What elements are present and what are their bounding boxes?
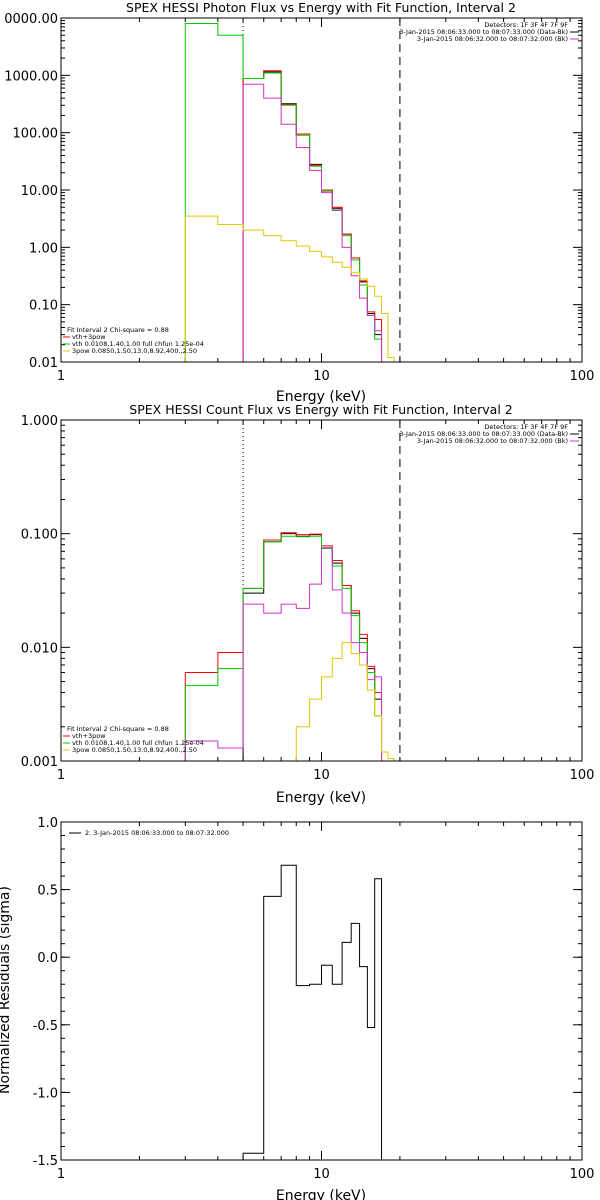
x-tick-label: 1 xyxy=(57,768,65,783)
y-tick-label: 1.0 xyxy=(37,816,58,831)
photon-chart-title: SPEX HESSI Photon Flux vs Energy with Fi… xyxy=(126,0,516,15)
x-tick-label: 100 xyxy=(570,369,595,384)
series-line xyxy=(242,864,383,1160)
y-tick-label: 1.00 xyxy=(29,241,58,256)
count-x-axis-label: Energy (keV) xyxy=(276,790,366,806)
count-flux-panel: SPEX HESSI Count Flux vs Energy with Fit… xyxy=(21,402,595,806)
series-line xyxy=(295,642,400,762)
x-tick-label: 10 xyxy=(313,1167,330,1182)
header-text-line: Detectors: 1F 3F 4F 7F 9F xyxy=(484,21,568,29)
residuals-legend-entry: 2. 3-Jan-2015 08:06:33.000 to 08:07:32.0… xyxy=(85,829,229,837)
x-tick-label: 100 xyxy=(570,768,595,783)
fit-legend-entry: 3pow 0.0850,1.50,13.0,8.92,400.,2.50 xyxy=(72,746,197,754)
series-line xyxy=(242,83,383,362)
y-tick-label: 10.00 xyxy=(21,184,58,199)
fit-legend-entry: Fit Interval 2 Chi-square = 0.88 xyxy=(67,725,169,733)
residuals-legend: 2. 3-Jan-2015 08:06:33.000 to 08:07:32.0… xyxy=(69,829,229,837)
fit-legend-entry: Fit Interval 2 Chi-square = 0.88 xyxy=(67,326,169,334)
header-text-line: 3-Jan-2015 08:06:32.000 to 08:07:32.000 … xyxy=(417,35,568,43)
y-tick-label: -1.0 xyxy=(33,1086,58,1101)
series-line xyxy=(242,71,383,362)
series-line xyxy=(184,547,383,761)
header-text-line: 3-Jan-2015 08:06:33.000 to 08:07:33.000 … xyxy=(399,430,568,438)
y-tick-label: 0.01 xyxy=(29,356,58,371)
x-tick-label: 10 xyxy=(313,369,330,384)
series-line xyxy=(184,535,383,761)
residuals-y-axis-label: Normalized Residuals (sigma) xyxy=(0,886,13,1094)
count-header-text: Detectors: 1F 3F 4F 7F 9F3-Jan-2015 08:0… xyxy=(399,423,579,445)
series-line xyxy=(184,532,383,761)
residuals-panel: Energy (keV) Normalized Residuals (sigma… xyxy=(0,816,594,1200)
y-tick-label: -0.5 xyxy=(33,1019,58,1034)
count-fit-legend: Fit Interval 2 Chi-square = 0.88vth+3pow… xyxy=(63,725,204,754)
y-tick-label: 0000.00 xyxy=(4,12,58,27)
y-tick-label: 1000.00 xyxy=(4,69,58,84)
count-plot-frame xyxy=(60,419,583,762)
residuals-plot-frame xyxy=(60,821,583,1161)
photon-plot-frame xyxy=(60,17,583,363)
y-tick-label: 1.000 xyxy=(21,414,58,429)
header-text-line: Detectors: 1F 3F 4F 7F 9F xyxy=(484,423,568,431)
x-tick-label: 1 xyxy=(57,369,65,384)
y-tick-label: 0.010 xyxy=(21,641,58,656)
count-chart-title: SPEX HESSI Count Flux vs Energy with Fit… xyxy=(129,402,512,417)
x-tick-label: 10 xyxy=(313,768,330,783)
fit-legend-entry: vth+3pow xyxy=(72,732,106,740)
x-tick-label: 1 xyxy=(57,1167,65,1182)
count-series xyxy=(184,420,401,762)
y-tick-label: 0.100 xyxy=(21,528,58,543)
count-axis-ticks: 1 10 100 0.001 0.010 0.100 1.000 xyxy=(21,414,595,783)
series-line xyxy=(184,215,395,362)
y-tick-label: 0.10 xyxy=(29,299,58,314)
residuals-series xyxy=(242,864,383,1160)
residuals-x-axis-label: Energy (keV) xyxy=(276,1188,366,1200)
fit-legend-entry: vth 0.0108,1.40,1.00 full chfun 1.25e-04 xyxy=(72,340,204,348)
header-text-line: 3-Jan-2015 08:06:32.000 to 08:07:32.000 … xyxy=(417,437,568,445)
y-tick-label: -1.5 xyxy=(33,1154,58,1169)
fit-legend-entry: vth 0.0108,1.40,1.00 full chfun 1.25e-04 xyxy=(72,739,204,747)
residuals-axis-ticks: 1 10 100 -1.5 -1.0 -0.5 0.0 0.5 1.0 xyxy=(33,816,595,1182)
header-text-line: 3-Jan-2015 08:06:33.000 to 08:07:33.000 … xyxy=(399,28,568,36)
fit-legend-entry: vth+3pow xyxy=(72,333,106,341)
fit-legend-entry: 3pow 0.0850,1.50,13.0,8.92,400.,2.50 xyxy=(72,347,197,355)
photon-x-axis-label: Energy (keV) xyxy=(276,389,366,405)
y-tick-label: 0.001 xyxy=(21,755,58,770)
series-line xyxy=(242,70,383,362)
photon-fit-legend: Fit Interval 2 Chi-square = 0.88vth+3pow… xyxy=(63,326,204,355)
photon-header-text: Detectors: 1F 3F 4F 7F 9F3-Jan-2015 08:0… xyxy=(399,21,579,43)
photon-series xyxy=(184,18,401,362)
y-tick-label: 100.00 xyxy=(13,127,59,142)
photon-axis-ticks: 1 10 100 0.01 0.10 1.00 10.00 100.00 1000.00 0000… xyxy=(4,12,594,384)
photon-flux-panel: SPEX HESSI Photon Flux vs Energy with Fi… xyxy=(4,0,594,405)
x-tick-label: 100 xyxy=(570,1167,595,1182)
y-tick-label: 0.5 xyxy=(37,884,58,899)
y-tick-label: 0.0 xyxy=(37,951,58,966)
series-line xyxy=(184,23,383,362)
